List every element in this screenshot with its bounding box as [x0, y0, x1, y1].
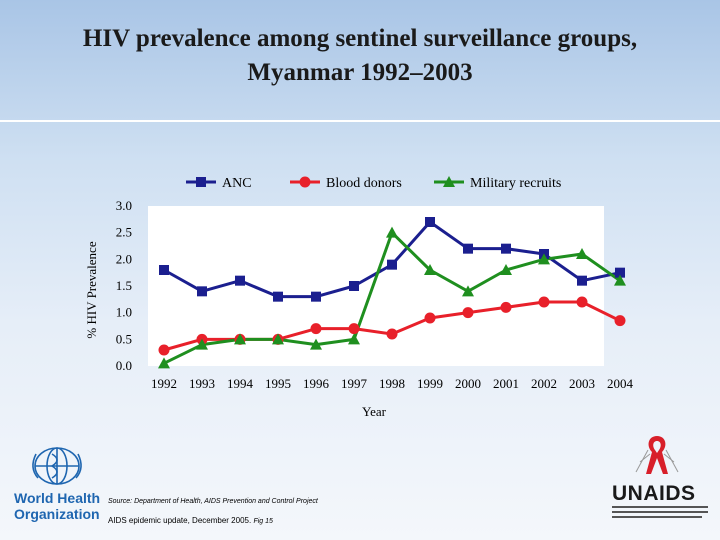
data-point-blood-donors — [462, 307, 474, 319]
footer-citation: AIDS epidemic update, December 2005. Fig… — [108, 516, 273, 525]
series-markers — [158, 217, 626, 369]
data-point-anc — [463, 243, 473, 254]
legend-marker-anc — [196, 177, 206, 187]
x-tick-label: 1996 — [303, 376, 330, 391]
y-tick-label: 0.5 — [116, 331, 132, 346]
legend-marker-military-recruits — [443, 176, 455, 187]
data-point-blood-donors — [614, 315, 626, 327]
y-tick-label: 1.0 — [116, 305, 132, 320]
legend-marker-blood-donors — [299, 176, 311, 188]
data-point-blood-donors — [348, 323, 360, 335]
data-point-blood-donors — [576, 296, 588, 308]
x-tick-label: 1992 — [151, 376, 177, 391]
data-point-military-recruits — [462, 285, 474, 297]
data-point-blood-donors — [386, 328, 398, 340]
y-tick-label: 2.0 — [116, 251, 132, 266]
x-axis-title: Year — [362, 404, 387, 419]
title-line-2: Myanmar 1992–2003 — [247, 59, 473, 86]
y-axis-ticks: 0.0 0.5 1.0 1.5 2.0 2.5 3.0 — [116, 198, 132, 373]
y-tick-label: 2.5 — [116, 225, 132, 240]
data-point-blood-donors — [500, 301, 512, 313]
data-point-military-recruits — [158, 357, 170, 369]
data-point-anc — [387, 259, 397, 270]
title-divider — [0, 120, 720, 122]
who-line-1: World Health — [14, 490, 101, 506]
legend-label-blood-donors: Blood donors — [326, 176, 402, 191]
legend-label-military-recruits: Military recruits — [470, 176, 561, 191]
x-tick-label: 1994 — [227, 376, 254, 391]
data-point-anc — [273, 291, 283, 302]
unaids-wordmark: UNAIDS — [612, 482, 696, 505]
x-axis-ticks: 1992 1993 1994 1995 1996 1997 1998 1999 2000 2001… — [151, 376, 634, 391]
x-tick-label: 1993 — [189, 376, 215, 391]
x-tick-label: 2000 — [455, 376, 481, 391]
figure-number: Fig 15 — [253, 518, 273, 525]
data-point-military-recruits — [234, 333, 246, 345]
title-line-1: HIV prevalence among sentinel surveillan… — [82, 25, 638, 52]
update-text: AIDS epidemic update, December 2005. — [108, 516, 252, 525]
data-point-anc — [501, 243, 511, 254]
data-point-military-recruits — [424, 264, 436, 275]
unaids-cosponsor-strip-icon — [612, 506, 708, 518]
who-line-2: Organization — [14, 506, 100, 522]
red-ribbon-icon — [635, 436, 679, 474]
data-point-blood-donors — [158, 344, 170, 356]
who-emblem-icon — [32, 447, 82, 485]
x-tick-label: 1999 — [417, 376, 443, 391]
data-point-military-recruits — [310, 338, 322, 350]
data-point-military-recruits — [538, 253, 550, 265]
y-tick-label: 1.5 — [116, 278, 132, 293]
data-point-military-recruits — [386, 226, 398, 238]
data-point-military-recruits — [576, 248, 588, 259]
x-tick-label: 2001 — [493, 376, 519, 391]
x-tick-label: 1997 — [341, 376, 368, 391]
data-point-anc — [577, 275, 587, 286]
data-point-military-recruits — [196, 338, 208, 350]
x-tick-label: 2002 — [531, 376, 557, 391]
data-point-military-recruits — [272, 333, 284, 345]
legend-label-anc: ANC — [222, 176, 252, 191]
data-point-anc — [235, 275, 245, 286]
data-point-military-recruits — [348, 333, 360, 345]
data-point-blood-donors — [538, 296, 550, 308]
data-point-military-recruits — [614, 274, 626, 286]
x-tick-label: 2004 — [607, 376, 634, 391]
data-point-anc — [615, 267, 625, 278]
data-point-anc — [159, 265, 169, 275]
data-point-anc — [425, 217, 435, 227]
legend: ANC Blood donors Military recruits — [186, 176, 561, 191]
y-tick-label: 0.0 — [116, 358, 132, 373]
x-tick-label: 1998 — [379, 376, 405, 391]
data-point-blood-donors — [310, 323, 322, 335]
data-point-blood-donors — [424, 312, 436, 324]
source-note: Source: Department of Health, AIDS Preve… — [108, 498, 318, 505]
data-point-military-recruits — [500, 264, 512, 275]
y-axis-title: % HIV Prevalence — [84, 241, 99, 338]
data-point-anc — [197, 286, 207, 297]
x-tick-label: 2003 — [569, 376, 595, 391]
y-tick-label: 3.0 — [116, 198, 132, 213]
data-point-anc — [349, 281, 359, 291]
slide-title: HIV prevalence among sentinel surveillan… — [0, 22, 720, 90]
data-point-anc — [311, 291, 321, 302]
who-wordmark: World Health Organization — [14, 490, 114, 522]
x-tick-label: 1995 — [265, 376, 291, 391]
